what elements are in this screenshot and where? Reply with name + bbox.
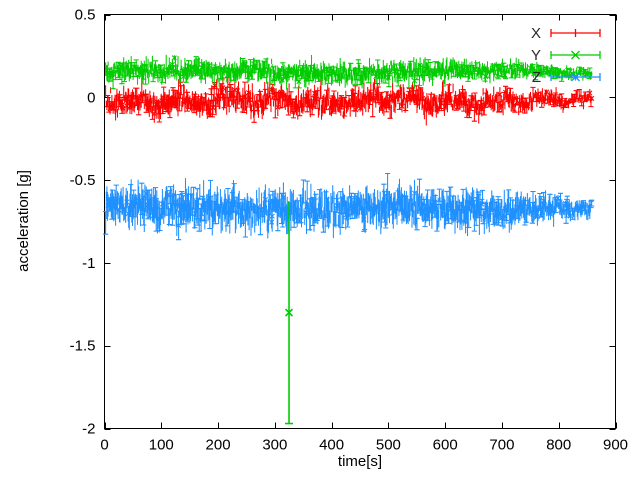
- x-axis-ticks: [104, 14, 618, 429]
- y-axis-label: acceleration [g]: [15, 170, 32, 272]
- errorbar-caps-x: [104, 76, 595, 123]
- x-tick-label-900: 900: [603, 437, 628, 454]
- x-tick-label-800: 800: [546, 437, 571, 454]
- x-tick-label-500: 500: [376, 437, 401, 454]
- y-tick-label--0.5: -0.5: [70, 172, 96, 189]
- errorbar-stems-z: [105, 173, 593, 240]
- x-tick-label-100: 100: [149, 437, 174, 454]
- y-tick-label-0: 0: [87, 89, 95, 106]
- x-tick-label-200: 200: [206, 437, 231, 454]
- x-tick-label-600: 600: [433, 437, 458, 454]
- series-x-points: [104, 76, 595, 126]
- legend-label-y: Y: [531, 47, 541, 64]
- y-tick-label--2: -2: [82, 421, 95, 438]
- x-tick-label-0: 0: [100, 437, 108, 454]
- legend-label-x: X: [531, 25, 541, 42]
- y-tick-label-0.5: 0.5: [75, 7, 96, 24]
- series-z-points: [103, 172, 595, 241]
- y-tick-label--1: -1: [82, 255, 95, 272]
- outlier-marker: [284, 308, 294, 317]
- y-tick-label--1.5: -1.5: [70, 338, 96, 355]
- series-y-points: [104, 54, 593, 92]
- plot-frame: [103, 13, 617, 430]
- series-y-outlier: [284, 201, 294, 425]
- x-tick-label-400: 400: [319, 437, 344, 454]
- errorbar-caps-y: [104, 55, 593, 90]
- y-axis-ticks: [104, 14, 616, 431]
- x-tick-label-300: 300: [262, 437, 287, 454]
- x-axis-label: time[s]: [338, 453, 382, 470]
- x-axis-tick-labels: 0 100 200 300 400 500 600 700 800 900: [100, 437, 628, 454]
- legend-marker-z: [571, 72, 580, 82]
- errorbar-caps-z: [103, 172, 595, 241]
- legend: XYZ: [531, 25, 601, 86]
- legend-marker-y: [571, 50, 580, 60]
- x-tick-label-700: 700: [489, 437, 514, 454]
- y-axis-tick-labels: -2 -1.5 -1 -0.5 0 0.5: [70, 7, 96, 438]
- legend-label-z: Z: [532, 69, 541, 86]
